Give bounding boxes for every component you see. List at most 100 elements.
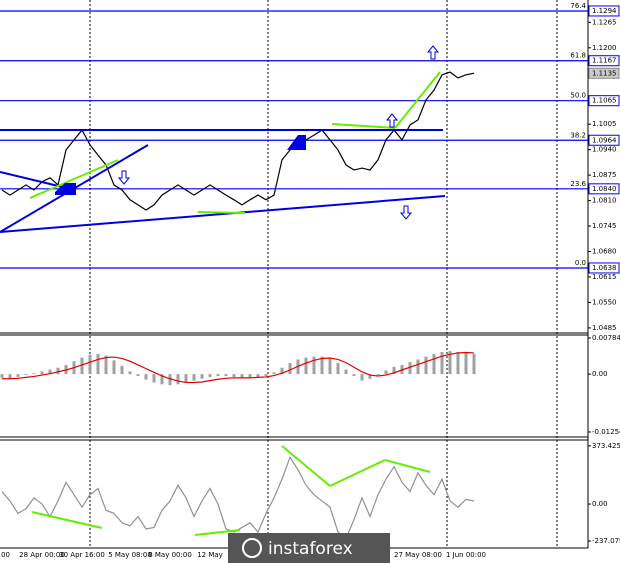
arrow-down: [399, 205, 413, 220]
bar: [200, 374, 204, 379]
div-line: [197, 211, 246, 214]
bar: [328, 358, 332, 375]
trend-line: [0, 195, 446, 233]
frames: [0, 0, 589, 549]
bar: [368, 374, 372, 379]
x-tick-label: 28 Apr 00:00: [19, 551, 65, 559]
div-line: [384, 459, 431, 473]
watermark-logo: [242, 538, 262, 558]
level-box: [588, 95, 620, 107]
bar: [440, 352, 444, 375]
bar: [120, 365, 124, 375]
y-tick-label: -237.079: [592, 537, 620, 545]
level-label: 1.0638: [592, 264, 617, 272]
level-box: [588, 5, 620, 17]
bar: [40, 371, 44, 375]
y-tick-label: 1.0550: [592, 298, 617, 306]
bar: [272, 372, 276, 375]
bar: [144, 374, 148, 380]
bar: [104, 355, 108, 375]
arrow-up: [426, 45, 440, 60]
line: [2, 351, 475, 384]
bar: [344, 369, 348, 375]
bar: [392, 366, 396, 375]
line: [1, 71, 475, 211]
level-label: 1.0840: [592, 185, 617, 193]
bar: [112, 360, 116, 375]
y-tick-label: 0.00: [592, 500, 608, 508]
bar: [88, 354, 92, 375]
box-marker: [55, 183, 76, 195]
last-price-label: 1.1135: [592, 69, 617, 77]
bar: [424, 356, 428, 375]
y-tick-label: 1.0745: [592, 222, 617, 230]
bar: [128, 371, 132, 375]
fib-ratio: 61.8: [570, 52, 586, 60]
bar: [256, 374, 260, 377]
x-tick-label: 12 May: [197, 551, 223, 559]
watermark-bg: [228, 533, 390, 563]
y-tick-label: 1.0680: [592, 248, 617, 256]
y-tick-label: 1.0485: [592, 324, 617, 332]
bar: [416, 359, 420, 375]
bar: [0, 374, 4, 378]
fib-ratio: 76.4: [570, 2, 586, 10]
div-line: [29, 159, 119, 199]
div-line: [331, 123, 396, 129]
bar: [288, 363, 292, 375]
bar: [384, 370, 388, 375]
bar: [456, 352, 460, 375]
level-label: 1.1065: [592, 97, 617, 105]
level-box: [588, 262, 620, 274]
x-tick-label: 1 Jun 00:00: [446, 551, 486, 559]
drawings: [0, 45, 446, 536]
bar: [184, 374, 188, 383]
fib-ratio: 23.6: [570, 180, 586, 188]
bar: [192, 374, 196, 381]
bar: [80, 357, 84, 375]
x-tick-label: 00: [1, 551, 10, 559]
y-tick-label: 1.1005: [592, 120, 617, 128]
bar: [152, 374, 156, 383]
fib-ratio: 38.2: [570, 131, 586, 139]
y-tick-label: 1.0615: [592, 273, 617, 281]
y-tick-label: -0.01254: [592, 428, 620, 436]
last-price-box: [588, 67, 620, 79]
bar: [376, 374, 380, 376]
y-tick-label: 1.1265: [592, 18, 617, 26]
bar: [160, 374, 164, 385]
arrow-down: [117, 170, 131, 185]
bar: [464, 352, 468, 375]
level-box: [588, 134, 620, 146]
bar: [304, 357, 308, 375]
bar: [32, 373, 36, 375]
bar: [24, 374, 28, 376]
level-label: 1.1294: [592, 7, 617, 15]
bar: [472, 353, 476, 375]
y-tick-label: 1.0940: [592, 146, 617, 154]
bar: [352, 374, 356, 376]
bar: [48, 369, 52, 375]
level-label: 1.1167: [592, 57, 617, 65]
x-tick-label: 8 May 00:00: [148, 551, 192, 559]
y-tick-label: 0.00784: [592, 334, 620, 342]
box-marker: [287, 135, 306, 150]
x-tick-label: 5 May 08:00: [108, 551, 152, 559]
bar: [232, 374, 236, 377]
bar: [264, 374, 268, 376]
div-line: [194, 529, 241, 536]
bar: [176, 374, 180, 385]
fib-ratio: 50.0: [570, 92, 586, 100]
bar: [216, 374, 220, 376]
div-line: [394, 71, 441, 129]
bar: [136, 374, 140, 376]
x-tick-label: 30 Apr 16:00: [59, 551, 105, 559]
bar: [56, 367, 60, 375]
y-tick-label: 1.1200: [592, 44, 617, 52]
div-line: [281, 445, 331, 487]
bar: [312, 356, 316, 375]
